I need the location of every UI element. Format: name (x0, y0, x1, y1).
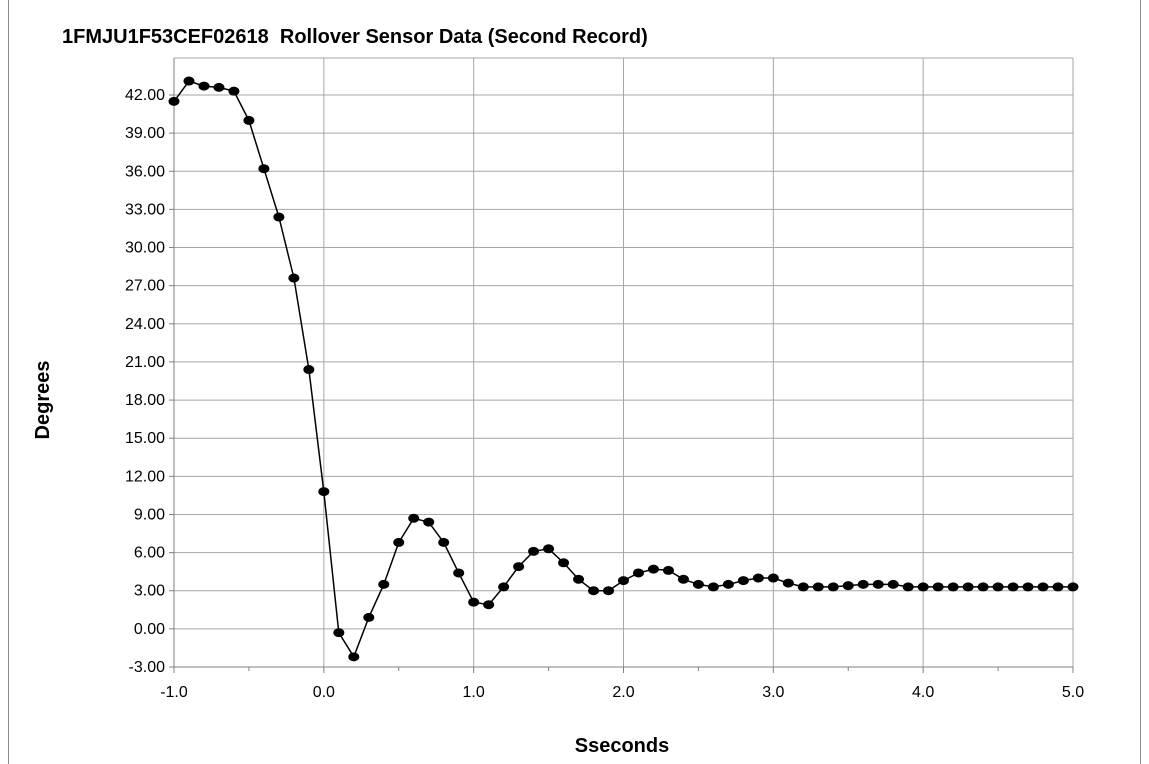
data-point (752, 573, 764, 583)
data-point (842, 581, 854, 591)
data-point (513, 562, 525, 572)
data-point (573, 574, 585, 584)
data-point (498, 582, 510, 592)
data-point (258, 164, 270, 174)
x-tick-label: 5.0 (1062, 684, 1084, 701)
x-tick-label: 4.0 (912, 684, 934, 701)
y-tick-label: 15.00 (125, 430, 165, 447)
data-point (977, 582, 989, 592)
data-point (677, 574, 689, 584)
data-point (692, 579, 704, 589)
x-tick-label: 2.0 (612, 684, 634, 701)
y-tick-label: 36.00 (125, 163, 165, 180)
data-point (273, 212, 285, 222)
data-point (333, 628, 345, 638)
data-point (198, 81, 210, 91)
data-point (902, 582, 914, 592)
data-point (438, 537, 450, 547)
data-point (1067, 582, 1079, 592)
y-tick-label: 18.00 (125, 392, 165, 409)
data-point (1007, 582, 1019, 592)
y-tick-label: 30.00 (125, 240, 165, 257)
data-point (408, 513, 420, 523)
data-point (707, 582, 719, 592)
data-point (558, 558, 570, 568)
data-point (992, 582, 1004, 592)
data-point (303, 365, 315, 375)
data-point (962, 582, 974, 592)
data-point (183, 76, 195, 86)
data-point (857, 579, 869, 589)
data-point (423, 517, 435, 527)
data-point (363, 612, 375, 622)
y-tick-label: 12.00 (125, 468, 165, 485)
y-tick-label: 9.00 (134, 506, 165, 523)
y-tick-label: 42.00 (125, 87, 165, 104)
x-tick-label: 0.0 (313, 684, 335, 701)
data-point (647, 564, 659, 574)
data-point (288, 273, 300, 283)
data-point (468, 597, 480, 607)
data-point (632, 568, 644, 578)
y-tick-label: 39.00 (125, 125, 165, 142)
data-point (213, 82, 225, 92)
data-point (827, 582, 839, 592)
data-point (243, 115, 255, 125)
tick-labels: -3.00 0.00 3.00 6.00 9.00 12.00 15.00 18.00 21.0… (125, 87, 1084, 701)
data-point (483, 600, 495, 610)
data-point (722, 579, 734, 589)
data-point (887, 579, 899, 589)
data-point (737, 576, 749, 586)
chart-title: 1FMJU1F53CEF02618 Rollover Sensor Data (… (62, 26, 648, 48)
y-tick-label: 6.00 (134, 545, 165, 562)
axes (169, 58, 1074, 673)
data-point (168, 96, 180, 106)
data-point (1052, 582, 1064, 592)
data-point (453, 568, 465, 578)
chart-frame (8, 0, 1141, 764)
data-point (393, 537, 405, 547)
data-point (782, 578, 794, 588)
data-point (662, 565, 674, 575)
data-point (1037, 582, 1049, 592)
data-point (947, 582, 959, 592)
data-point (528, 546, 540, 556)
grid-lines (173, 57, 1074, 667)
data-point (543, 544, 555, 554)
data-point (348, 652, 360, 662)
data-point (797, 582, 809, 592)
data-point (932, 582, 944, 592)
y-tick-label: 24.00 (125, 316, 165, 333)
data-point (318, 487, 330, 497)
data-point (588, 586, 600, 596)
y-tick-label: 33.00 (125, 201, 165, 218)
data-point (767, 573, 779, 583)
data-point (812, 582, 824, 592)
y-axis-title: Degrees (32, 361, 54, 440)
y-tick-label: 21.00 (125, 354, 165, 371)
x-tick-label: 1.0 (463, 684, 485, 701)
x-tick-label: -1.0 (160, 684, 188, 701)
data-series (168, 76, 1079, 662)
data-point (618, 576, 629, 586)
data-point (872, 579, 884, 589)
data-point (603, 586, 615, 596)
y-tick-label: 0.00 (134, 621, 165, 638)
data-point (228, 86, 240, 96)
x-axis-title: Sseconds (575, 735, 669, 757)
y-tick-label: 3.00 (134, 583, 165, 600)
y-tick-label: 27.00 (125, 278, 165, 295)
data-point (1022, 582, 1034, 592)
y-tick-label: -3.00 (129, 659, 166, 676)
data-point (378, 579, 390, 589)
x-tick-label: 3.0 (762, 684, 784, 701)
data-point (917, 582, 929, 592)
